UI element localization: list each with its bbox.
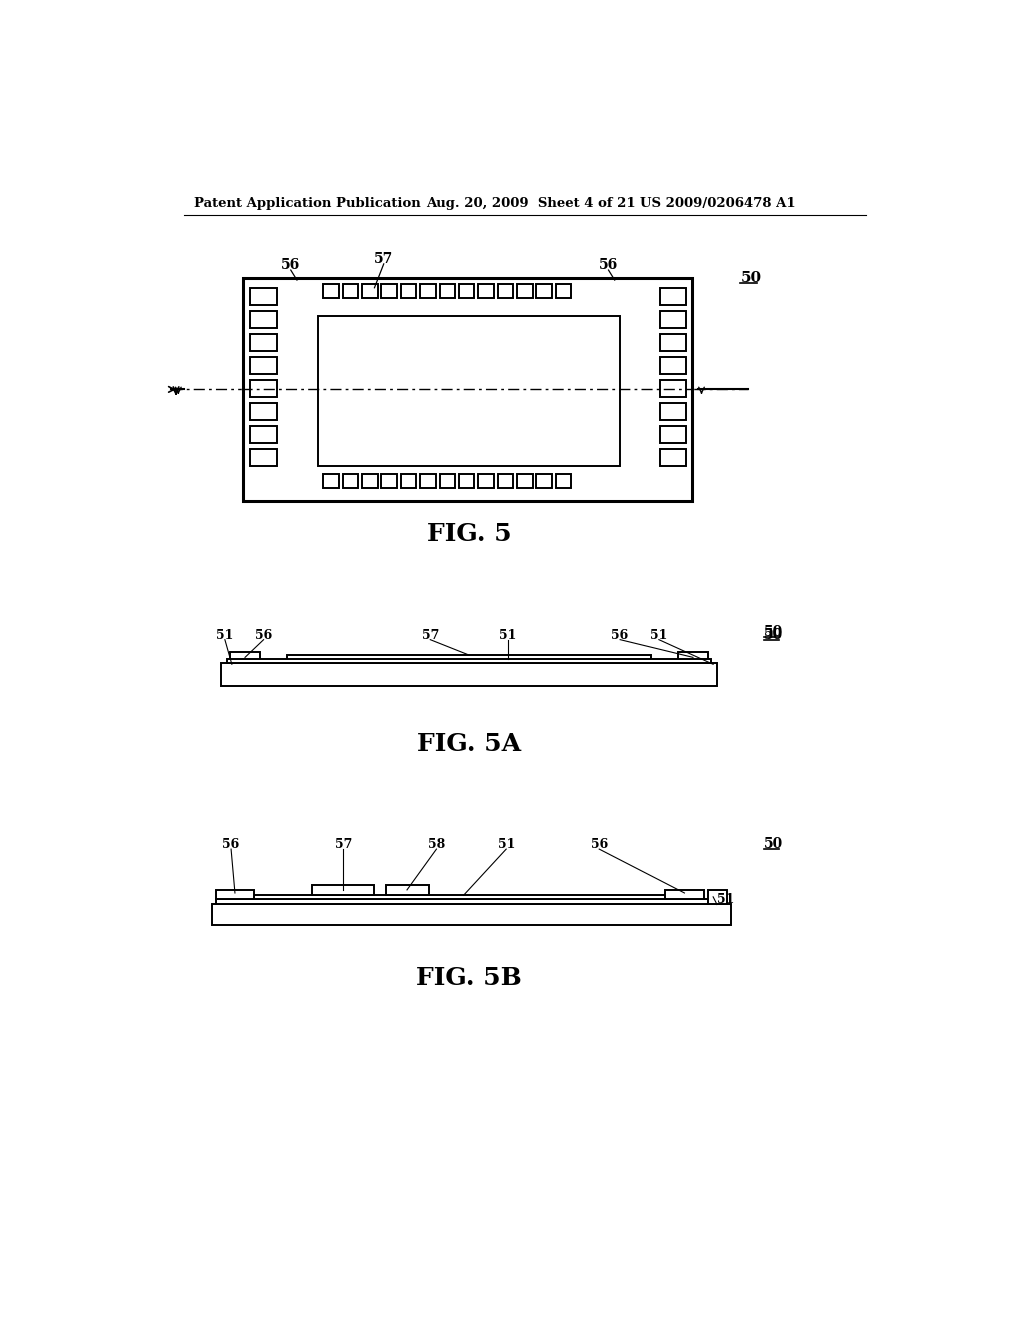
Bar [287,655,651,663]
Bar [439,284,455,298]
Bar [234,895,692,899]
Text: 51: 51 [498,838,515,851]
Bar [459,474,474,488]
Bar [659,288,686,305]
Bar [212,904,731,925]
Bar [216,890,254,899]
Text: 50: 50 [764,628,782,642]
Text: US 2009/0206478 A1: US 2009/0206478 A1 [640,197,795,210]
Text: 56: 56 [282,257,300,272]
Bar [678,652,708,663]
Bar [659,404,686,420]
Text: 51: 51 [216,628,233,642]
Text: 56: 56 [255,628,272,642]
Bar [324,474,339,488]
Bar [381,474,397,488]
Bar [478,284,494,298]
Bar [251,356,276,374]
Bar [312,884,375,895]
Bar [537,474,552,488]
Bar [251,404,276,420]
Bar [362,474,378,488]
Text: 56: 56 [591,838,608,851]
Bar [362,284,378,298]
Bar [659,334,686,351]
Text: 50: 50 [764,624,782,639]
Bar [251,380,276,397]
Bar [251,426,276,444]
Bar [324,284,339,298]
Bar [251,312,276,327]
Bar [216,899,727,904]
Bar [251,288,276,305]
Bar [459,284,474,298]
Bar [708,890,727,904]
Bar [400,284,417,298]
Bar [517,474,532,488]
Text: 57: 57 [374,252,393,265]
Bar [659,380,686,397]
Text: 57: 57 [335,838,352,851]
Bar [386,884,429,895]
Bar [498,284,513,298]
Bar [343,474,358,488]
Bar [420,474,435,488]
Bar [659,356,686,374]
Bar [517,284,532,298]
Bar [537,284,552,298]
Bar [317,317,621,466]
Bar [659,449,686,466]
Bar [498,474,513,488]
Text: Aug. 20, 2009  Sheet 4 of 21: Aug. 20, 2009 Sheet 4 of 21 [426,197,636,210]
Bar [251,334,276,351]
Text: Patent Application Publication: Patent Application Publication [194,197,421,210]
Bar [439,474,455,488]
Text: FIG. 5: FIG. 5 [427,523,511,546]
Bar [659,312,686,327]
Bar [659,426,686,444]
Text: 51: 51 [650,628,668,642]
Bar [478,474,494,488]
Bar [251,449,276,466]
Bar [221,663,717,686]
Text: 51: 51 [717,894,734,907]
Bar [420,284,435,298]
Bar [556,474,571,488]
Bar [400,474,417,488]
Text: 56: 56 [599,257,618,272]
Bar [227,659,711,663]
Bar [343,284,358,298]
Bar [243,277,692,502]
Text: FIG. 5B: FIG. 5B [416,966,522,990]
Text: FIG. 5A: FIG. 5A [417,731,521,755]
Bar [556,284,571,298]
Text: 56: 56 [222,838,240,851]
Text: 56: 56 [611,628,629,642]
Text: 51: 51 [499,628,516,642]
Text: 50: 50 [740,271,762,285]
Bar [665,890,703,899]
Bar [230,652,260,663]
Text: 57: 57 [422,628,439,642]
Text: 50: 50 [764,837,782,851]
Bar [381,284,397,298]
Text: 58: 58 [428,838,445,851]
